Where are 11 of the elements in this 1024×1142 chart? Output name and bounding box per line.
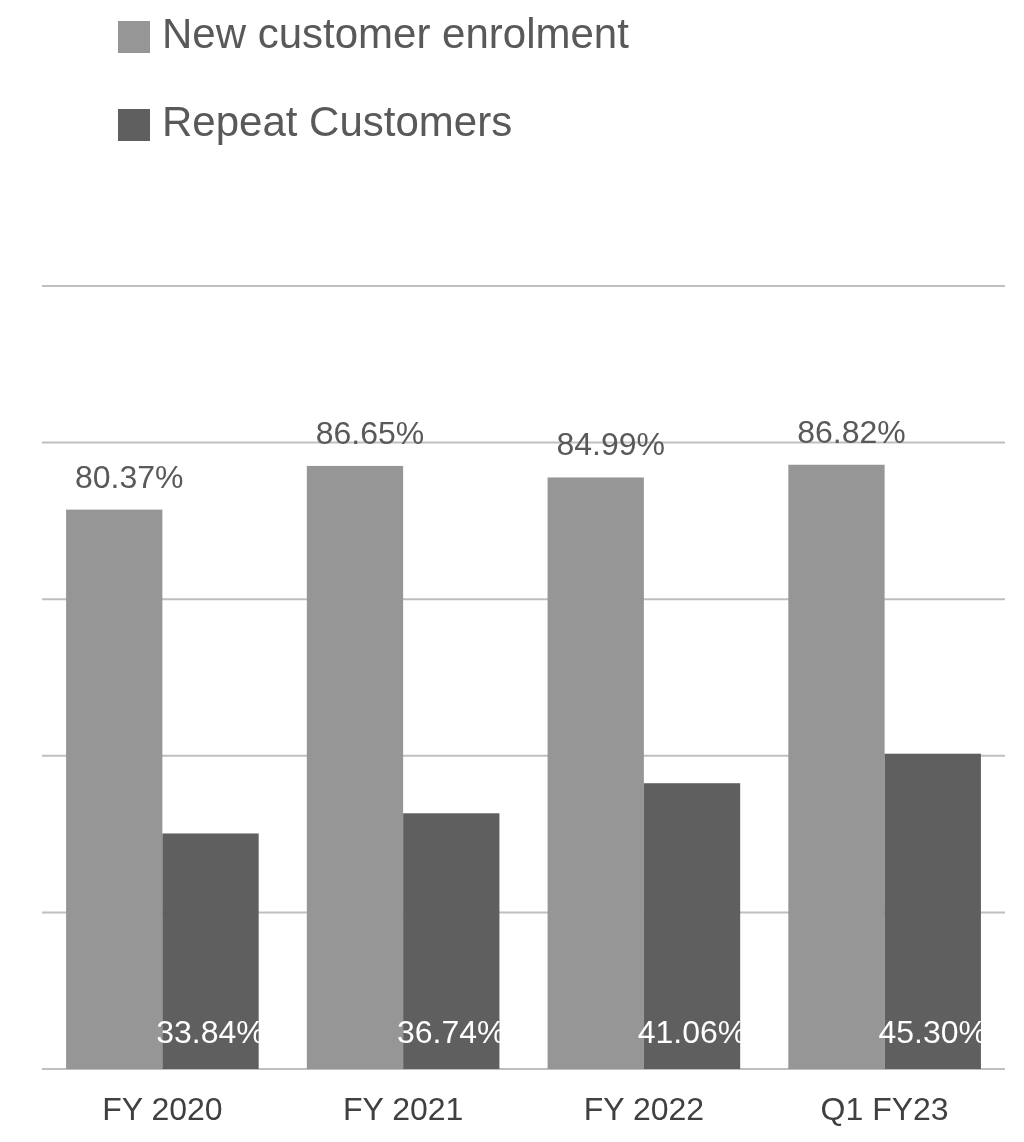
data-label: 80.37% [74,458,184,495]
data-label: 33.84% [156,1014,265,1050]
legend-label: New customer enrolment [162,10,630,58]
x-tick-label: FY 2022 [583,1091,705,1127]
data-label: 86.65% [315,414,425,451]
data-label: 86.82% [797,413,906,450]
legend-label: Repeat Customers [162,98,513,146]
x-tick-label: FY 2020 [102,1091,223,1127]
data-label: 84.99% [556,426,665,463]
x-tick-label: Q1 FY23 [820,1091,949,1127]
x-tick-label: FY 2021 [342,1091,464,1127]
